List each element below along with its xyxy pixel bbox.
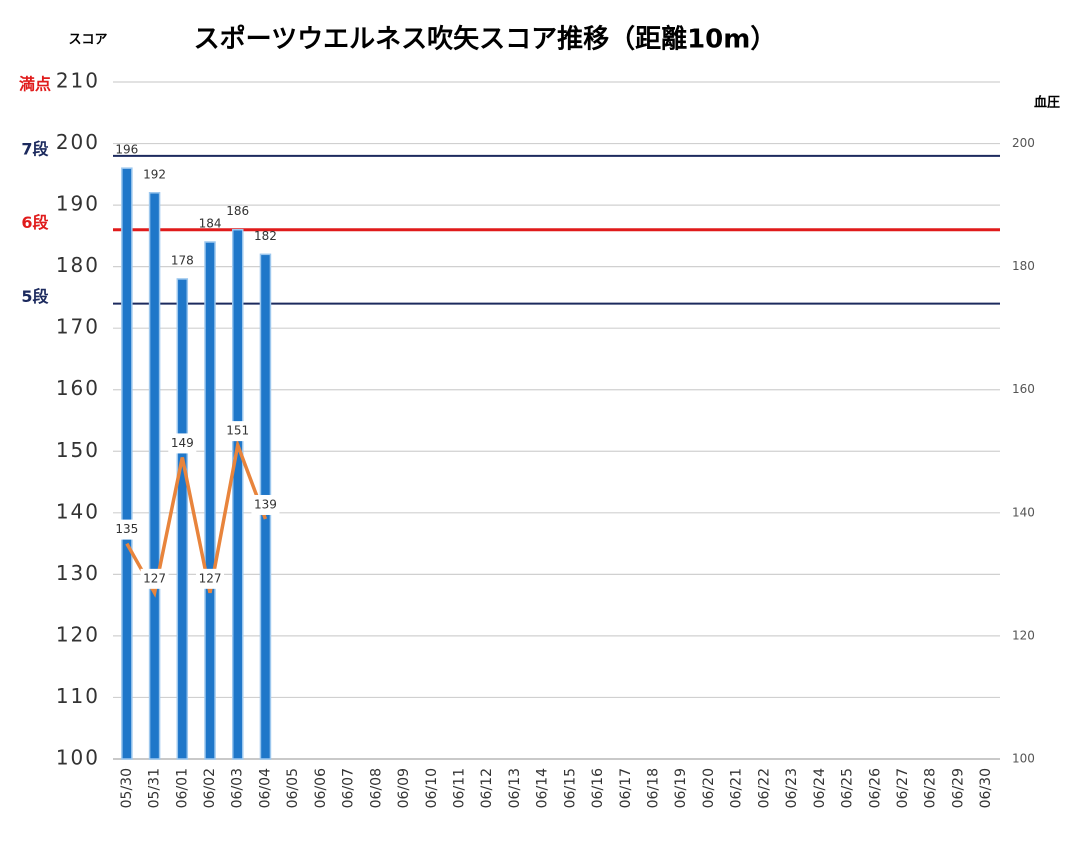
label-box	[112, 519, 141, 540]
bar-value-label: 182	[254, 229, 277, 243]
y-tick-label: 190	[56, 192, 100, 216]
x-tick-label: 06/03	[230, 768, 246, 808]
label-box	[168, 433, 197, 454]
x-tick-label: 06/27	[895, 768, 911, 808]
bar	[121, 167, 133, 760]
bar	[148, 192, 161, 760]
y-tick-label: 130	[56, 561, 100, 585]
y-axis-label: スコア	[68, 33, 107, 48]
y2-tick-label: 200	[1012, 136, 1035, 150]
reference-label: 5段	[21, 287, 49, 306]
x-tick-label: 06/06	[313, 768, 329, 808]
y-tick-label: 100	[56, 746, 100, 770]
x-tick-label: 06/25	[840, 768, 856, 808]
x-tick-label: 06/26	[867, 768, 883, 808]
x-tick-label: 06/28	[923, 768, 939, 808]
y2-tick-label: 120	[1012, 628, 1035, 642]
x-tick-label: 06/04	[257, 768, 273, 808]
reference-label: 7段	[21, 139, 49, 158]
x-tick-label: 06/13	[507, 768, 523, 808]
x-tick-label: 06/21	[729, 768, 745, 808]
x-tick-label: 06/30	[978, 768, 994, 808]
y-tick-label: 210	[56, 69, 100, 93]
x-tick-label: 06/08	[368, 768, 384, 808]
bar	[231, 228, 244, 760]
y-tick-label: 170	[56, 315, 100, 339]
y2-tick-label: 180	[1012, 259, 1035, 273]
bar-value-label: 192	[143, 167, 166, 181]
label-box	[140, 568, 169, 589]
y-tick-label: 160	[56, 376, 100, 400]
x-tick-label: 06/16	[590, 768, 606, 808]
x-tick-label: 06/24	[812, 768, 828, 808]
bar	[176, 278, 189, 760]
bar-value-label: 196	[115, 143, 138, 157]
y2-axis-label: 血圧	[1034, 95, 1060, 111]
reference-label: 6段	[21, 213, 49, 232]
line-value-label: 139	[254, 497, 277, 511]
x-tick-label: 06/19	[673, 768, 689, 808]
y-tick-label: 140	[56, 499, 100, 523]
bar-value-label: 184	[199, 217, 222, 231]
x-tick-label: 06/18	[646, 768, 662, 808]
label-box	[251, 494, 280, 515]
y2-tick-label: 140	[1012, 505, 1035, 519]
bar	[204, 241, 216, 760]
x-tick-label: 06/12	[479, 768, 495, 808]
x-tick-label: 06/05	[285, 768, 301, 808]
x-tick-label: 06/09	[396, 768, 412, 808]
label-box	[223, 421, 252, 442]
x-tick-label: 06/01	[174, 768, 190, 808]
y-tick-label: 200	[56, 130, 100, 154]
x-tick-label: 06/15	[562, 768, 578, 808]
annotation: 満点	[19, 75, 51, 94]
chart-title: スポーツウエルネス吹矢スコア推移（距離10m）	[194, 24, 777, 55]
line-value-label: 127	[199, 571, 222, 585]
x-tick-label: 06/23	[784, 768, 800, 808]
x-tick-label: 06/14	[535, 768, 551, 808]
line-value-label: 127	[143, 571, 166, 585]
y-tick-label: 120	[56, 622, 100, 646]
x-tick-label: 05/30	[119, 768, 135, 808]
line-value-label: 135	[115, 522, 138, 536]
y-tick-label: 110	[56, 684, 100, 708]
x-tick-label: 06/07	[341, 768, 357, 808]
x-tick-label: 06/10	[424, 768, 440, 808]
x-tick-label: 06/02	[202, 768, 218, 808]
y2-tick-label: 160	[1012, 382, 1035, 396]
x-tick-label: 06/29	[950, 768, 966, 808]
x-tick-label: 06/22	[756, 768, 772, 808]
line-value-label: 151	[226, 424, 249, 438]
x-tick-label: 05/31	[147, 768, 163, 808]
y2-tick-label: 100	[1012, 752, 1035, 766]
x-tick-label: 06/20	[701, 768, 717, 808]
y-tick-label: 180	[56, 253, 100, 277]
bar-value-label: 178	[171, 253, 194, 267]
y-tick-label: 150	[56, 438, 100, 462]
x-tick-label: 06/17	[618, 768, 634, 808]
label-box	[196, 568, 225, 589]
bar-value-label: 186	[226, 204, 249, 218]
x-tick-label: 06/11	[451, 768, 467, 808]
line-value-label: 149	[171, 436, 194, 450]
